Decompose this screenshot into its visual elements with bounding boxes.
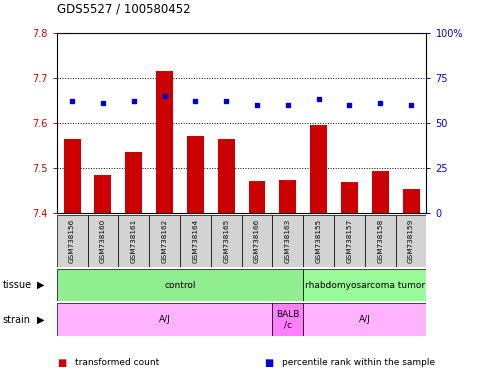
Bar [303,269,426,301]
Bar [403,189,420,213]
Text: percentile rank within the sample: percentile rank within the sample [282,358,436,367]
Text: BALB
/c: BALB /c [276,310,299,329]
Text: GSM738166: GSM738166 [254,219,260,263]
Text: rhabdomyosarcoma tumor: rhabdomyosarcoma tumor [305,281,425,290]
Text: GSM738159: GSM738159 [408,219,414,263]
Text: GSM738161: GSM738161 [131,219,137,263]
Text: control: control [164,281,196,290]
Text: GSM738158: GSM738158 [377,219,383,263]
Text: A/J: A/J [359,315,371,324]
Bar [365,215,395,267]
Bar [57,269,303,301]
Text: GSM738162: GSM738162 [162,219,168,263]
Bar [57,215,88,267]
Text: strain: strain [2,314,31,325]
Text: GSM738156: GSM738156 [69,219,75,263]
Bar [125,152,142,213]
Bar [57,303,272,336]
Text: GDS5527 / 100580452: GDS5527 / 100580452 [57,2,190,15]
Bar [156,71,173,213]
Bar [187,136,204,213]
Bar [272,215,303,267]
Text: GSM738165: GSM738165 [223,219,229,263]
Text: GSM738160: GSM738160 [100,219,106,263]
Bar [248,180,265,213]
Bar [310,125,327,213]
Text: GSM738164: GSM738164 [192,219,198,263]
Bar [341,182,358,213]
Text: ▶: ▶ [36,314,44,325]
Bar [242,215,272,267]
Text: A/J: A/J [159,315,171,324]
Bar [372,171,388,213]
Bar [280,180,296,213]
Bar [211,215,242,267]
Bar [64,139,80,213]
Bar [118,215,149,267]
Text: GSM738157: GSM738157 [347,219,352,263]
Bar [218,139,235,213]
Text: ■: ■ [264,358,273,368]
Bar [395,215,426,267]
Bar [180,215,211,267]
Text: GSM738155: GSM738155 [316,219,321,263]
Text: ▶: ▶ [36,280,44,290]
Text: tissue: tissue [2,280,32,290]
Text: GSM738163: GSM738163 [285,219,291,263]
Bar [88,215,118,267]
Text: ■: ■ [57,358,66,368]
Bar [334,215,365,267]
Bar [272,303,303,336]
Bar [303,303,426,336]
Bar [95,175,111,213]
Bar [149,215,180,267]
Text: transformed count: transformed count [75,358,160,367]
Bar [303,215,334,267]
